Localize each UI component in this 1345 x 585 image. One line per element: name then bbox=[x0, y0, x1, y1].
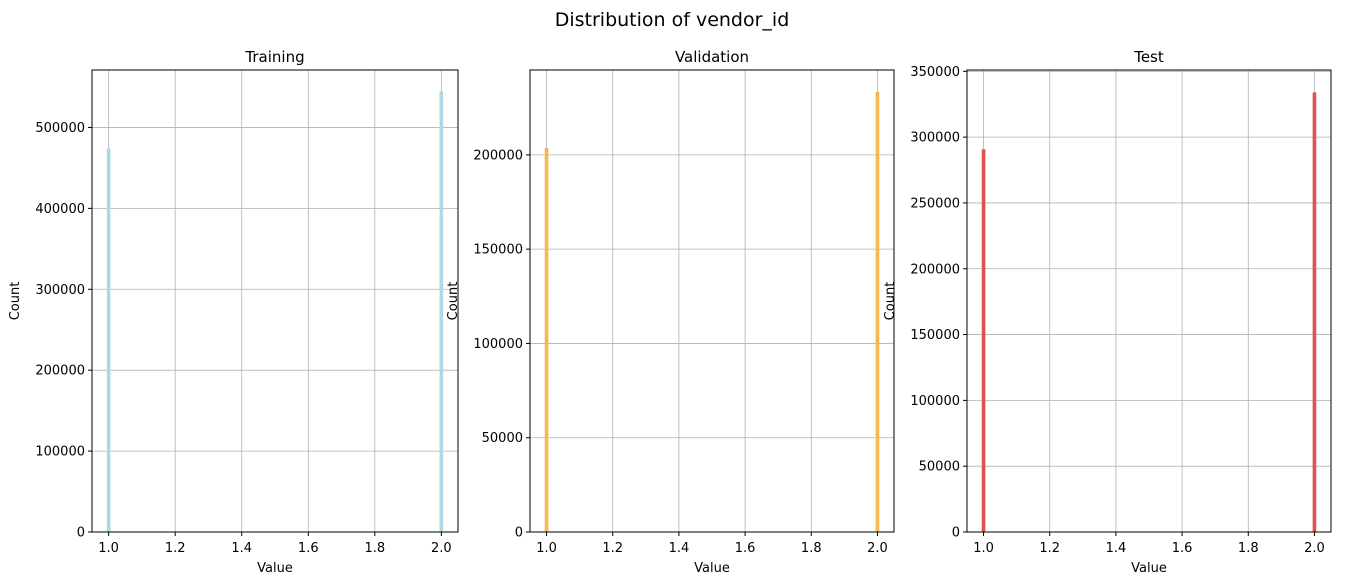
histogram-bar-1 bbox=[875, 92, 880, 532]
y-tick-label: 300000 bbox=[910, 131, 960, 146]
x-tick-label: 1.4 bbox=[231, 541, 252, 556]
x-tick-label: 1.8 bbox=[364, 541, 385, 556]
panel-title: Test bbox=[1133, 48, 1164, 66]
y-tick-label: 50000 bbox=[919, 460, 960, 475]
x-tick-label: 2.0 bbox=[867, 541, 888, 556]
panel-title: Validation bbox=[675, 48, 749, 66]
x-tick-label: 1.2 bbox=[602, 541, 623, 556]
chart-panel-training: 1.0 1.2 1.4 1.6 1.8 2.0 0 100000 200000 300000 400… bbox=[8, 48, 459, 576]
x-axis-label: Value bbox=[257, 561, 293, 576]
panel-title: Training bbox=[244, 48, 304, 66]
y-axis-label: Count bbox=[8, 282, 23, 321]
histogram-bar-1 bbox=[1312, 92, 1317, 532]
x-axis-label: Value bbox=[694, 561, 730, 576]
y-tick-label: 0 bbox=[952, 526, 960, 541]
chart-panel-validation: 1.0 1.2 1.4 1.6 1.8 2.0 0 50000 100000 150000 2000… bbox=[446, 48, 895, 576]
histogram-bar-1 bbox=[439, 91, 444, 532]
y-tick-label: 0 bbox=[515, 526, 523, 541]
y-tick-label: 0 bbox=[77, 526, 85, 541]
x-tick-label: 1.0 bbox=[536, 541, 557, 556]
x-tick-label: 1.6 bbox=[735, 541, 756, 556]
chart-panels: 1.0 1.2 1.4 1.6 1.8 2.0 0 100000 200000 300000 400… bbox=[8, 48, 1332, 576]
figure-title: Distribution of vendor_id bbox=[555, 9, 790, 31]
y-tick-label: 100000 bbox=[35, 445, 85, 460]
axes-frame bbox=[966, 69, 1332, 533]
y-tick-label: 150000 bbox=[473, 243, 523, 258]
y-tick-label: 300000 bbox=[35, 283, 85, 298]
y-tick-label: 100000 bbox=[473, 337, 523, 352]
x-tick-label: 1.0 bbox=[973, 541, 994, 556]
y-axis-label: Count bbox=[446, 282, 461, 321]
histogram-bar-0 bbox=[544, 148, 549, 532]
y-tick-label: 200000 bbox=[910, 262, 960, 277]
x-tick-label: 1.8 bbox=[1238, 541, 1259, 556]
x-tick-label: 2.0 bbox=[1304, 541, 1325, 556]
y-tick-label: 350000 bbox=[910, 65, 960, 80]
x-tick-label: 1.2 bbox=[1039, 541, 1060, 556]
x-tick-label: 1.0 bbox=[98, 541, 119, 556]
x-tick-label: 1.4 bbox=[1106, 541, 1127, 556]
axes-frame bbox=[529, 69, 895, 533]
y-tick-label: 400000 bbox=[35, 202, 85, 217]
axes-frame bbox=[91, 69, 459, 533]
x-axis-label: Value bbox=[1131, 561, 1167, 576]
y-tick-label: 150000 bbox=[910, 328, 960, 343]
y-tick-label: 500000 bbox=[35, 121, 85, 136]
y-tick-label: 200000 bbox=[473, 148, 523, 163]
y-tick-label: 100000 bbox=[910, 394, 960, 409]
y-tick-label: 50000 bbox=[482, 431, 523, 446]
x-tick-label: 1.6 bbox=[1172, 541, 1193, 556]
x-tick-label: 1.6 bbox=[298, 541, 319, 556]
histogram-bar-0 bbox=[106, 148, 111, 532]
x-tick-label: 1.2 bbox=[165, 541, 186, 556]
x-tick-label: 1.8 bbox=[801, 541, 822, 556]
chart-panel-test: 1.0 1.2 1.4 1.6 1.8 2.0 0 50000 100000 150000 2000… bbox=[883, 48, 1332, 576]
y-tick-label: 200000 bbox=[35, 364, 85, 379]
y-axis-label: Count bbox=[883, 282, 898, 321]
histogram-bar-0 bbox=[981, 149, 986, 532]
y-tick-label: 250000 bbox=[910, 196, 960, 211]
x-tick-label: 2.0 bbox=[431, 541, 452, 556]
x-tick-label: 1.4 bbox=[669, 541, 690, 556]
